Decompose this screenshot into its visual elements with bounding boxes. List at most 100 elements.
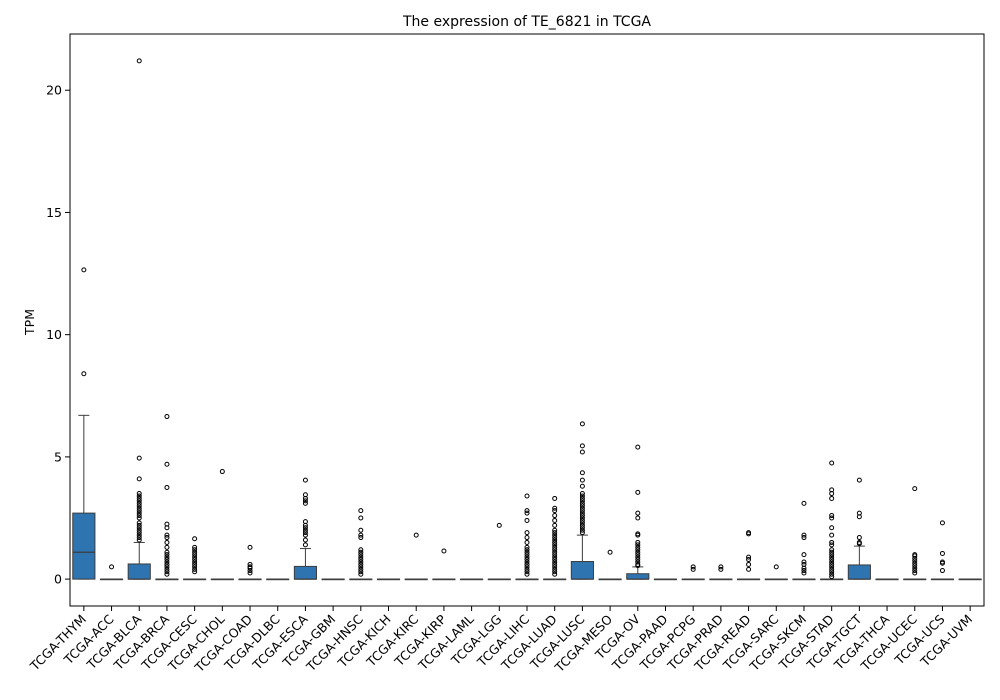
- outlier-point: [136, 500, 142, 506]
- outlier-point: [524, 571, 530, 577]
- outlier-point: [552, 530, 558, 536]
- outlier-point: [746, 566, 752, 572]
- outlier-point: [579, 522, 585, 528]
- outlier-point: [192, 549, 198, 555]
- outlier-point: [358, 532, 364, 538]
- outlier-point: [552, 517, 558, 523]
- y-tick-label: 0: [54, 572, 62, 587]
- outlier-point: [164, 571, 170, 577]
- outlier-point: [829, 547, 835, 553]
- outlier-point: [524, 561, 530, 567]
- box-group: [321, 578, 345, 581]
- outlier-point: [164, 521, 170, 527]
- box-group: [127, 58, 151, 580]
- outlier-point: [192, 559, 198, 565]
- outlier-point: [552, 564, 558, 570]
- outlier-point: [358, 515, 364, 521]
- box-group: [432, 548, 456, 581]
- box-group: [903, 486, 927, 581]
- box-group: [460, 578, 484, 581]
- outlier-point: [635, 539, 641, 545]
- outlier-point: [579, 495, 585, 501]
- outlier-point: [524, 510, 530, 516]
- outlier-point: [192, 557, 198, 563]
- outlier-point: [164, 554, 170, 560]
- box-group: [293, 477, 318, 580]
- outlier-point: [524, 535, 530, 541]
- outlier-point: [635, 510, 641, 516]
- outlier-point: [192, 544, 198, 550]
- box-group: [847, 477, 871, 580]
- outlier-point: [829, 513, 835, 519]
- outlier-point: [552, 571, 558, 577]
- box-group: [515, 493, 539, 581]
- outlier-point: [718, 564, 724, 570]
- outlier-point: [579, 517, 585, 523]
- outlier-point: [829, 557, 835, 563]
- outlier-point: [136, 503, 142, 509]
- outlier-point: [801, 568, 807, 574]
- outlier-point: [164, 544, 170, 550]
- outlier-point: [579, 500, 585, 506]
- outlier-point: [829, 571, 835, 577]
- outlier-point: [579, 520, 585, 526]
- outlier-point: [524, 566, 530, 572]
- outlier-point: [718, 566, 724, 572]
- outlier-point: [192, 554, 198, 560]
- outlier-point: [192, 561, 198, 567]
- outlier-point: [136, 508, 142, 514]
- outlier-point: [192, 566, 198, 572]
- outlier-point: [552, 522, 558, 528]
- outlier-point: [579, 508, 585, 514]
- outlier-point: [192, 547, 198, 553]
- outlier-point: [635, 557, 641, 563]
- outlier-point: [801, 570, 807, 576]
- outlier-point: [164, 566, 170, 572]
- y-axis-label: TPM: [22, 309, 37, 336]
- outlier-point: [579, 483, 585, 489]
- outlier-point: [358, 566, 364, 572]
- outlier-point: [690, 566, 696, 572]
- outlier-point: [552, 544, 558, 550]
- outlier-point: [219, 469, 225, 475]
- outlier-point: [635, 515, 641, 521]
- outlier-point: [302, 527, 308, 533]
- outlier-point: [801, 552, 807, 558]
- outlier-point: [136, 532, 142, 538]
- box-group: [183, 536, 207, 581]
- outlier-point: [136, 525, 142, 531]
- outlier-point: [579, 505, 585, 511]
- outlier-point: [579, 449, 585, 455]
- outlier-point: [829, 515, 835, 521]
- outlier-point: [552, 508, 558, 514]
- outlier-point: [912, 563, 918, 569]
- outlier-point: [524, 544, 530, 550]
- outlier-point: [524, 539, 530, 545]
- y-axis: 0 5 10 15 20: [46, 83, 70, 587]
- outlier-point: [164, 564, 170, 570]
- outlier-point: [939, 550, 945, 556]
- outlier-point: [136, 535, 142, 541]
- box-iqr: [127, 563, 151, 580]
- outlier-point: [192, 552, 198, 558]
- outlier-point: [358, 561, 364, 567]
- outlier-point: [829, 525, 835, 531]
- outlier-point: [635, 531, 641, 537]
- outlier-point: [552, 527, 558, 533]
- outlier-point: [746, 561, 752, 567]
- outlier-point: [579, 421, 585, 427]
- outlier-point: [829, 559, 835, 565]
- box-group: [653, 578, 678, 581]
- outlier-point: [552, 569, 558, 575]
- outlier-point: [192, 564, 198, 570]
- outlier-point: [912, 558, 918, 564]
- outlier-point: [358, 552, 364, 558]
- outlier-point: [136, 510, 142, 516]
- outlier-point: [552, 513, 558, 519]
- outlier-point: [136, 491, 142, 497]
- outlier-point: [829, 539, 835, 545]
- outlier-point: [829, 574, 835, 580]
- box-group: [598, 549, 622, 581]
- outlier-point: [164, 484, 170, 490]
- box-group: [709, 564, 733, 581]
